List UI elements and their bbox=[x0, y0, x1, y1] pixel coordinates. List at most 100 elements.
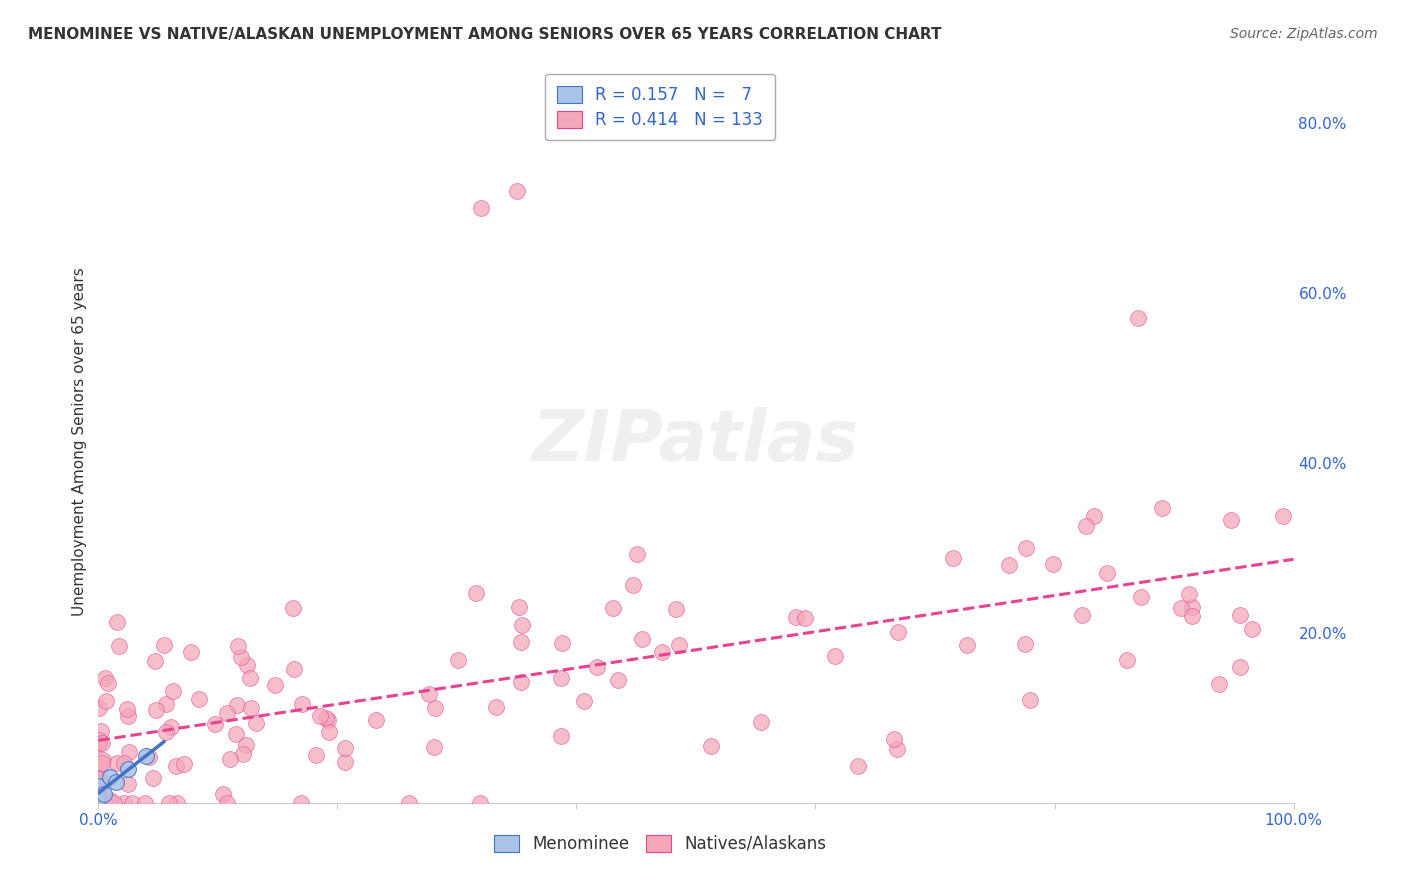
Point bbox=[93, 753, 115, 767]
Point bbox=[90, 736, 112, 750]
Point bbox=[121, 796, 143, 810]
Point bbox=[134, 796, 156, 810]
Point bbox=[1083, 508, 1105, 523]
Point bbox=[550, 671, 572, 685]
Point bbox=[89, 779, 111, 793]
Point bbox=[145, 703, 167, 717]
Point bbox=[93, 796, 115, 810]
Point bbox=[510, 618, 533, 632]
Point bbox=[886, 624, 908, 639]
Point bbox=[143, 654, 166, 668]
Point bbox=[281, 601, 304, 615]
Point bbox=[217, 706, 239, 720]
Point bbox=[1018, 693, 1040, 707]
Point bbox=[470, 201, 492, 215]
Point bbox=[316, 713, 339, 727]
Point bbox=[1074, 519, 1097, 533]
Point bbox=[305, 747, 328, 762]
Point bbox=[1229, 607, 1251, 622]
Y-axis label: Unemployment Among Seniors over 65 years: Unemployment Among Seniors over 65 years bbox=[72, 268, 87, 615]
Point bbox=[291, 698, 314, 712]
Point bbox=[117, 777, 139, 791]
Point bbox=[308, 708, 330, 723]
Point bbox=[621, 578, 644, 592]
Point bbox=[118, 745, 141, 759]
Point bbox=[96, 694, 118, 708]
Point bbox=[159, 721, 181, 735]
Point bbox=[263, 678, 285, 692]
Point bbox=[215, 796, 238, 810]
Point bbox=[173, 756, 195, 771]
Point bbox=[91, 796, 114, 810]
Point bbox=[607, 673, 630, 687]
Point bbox=[138, 749, 160, 764]
Point bbox=[87, 733, 110, 747]
Point bbox=[668, 639, 690, 653]
Point bbox=[155, 697, 177, 711]
Point bbox=[89, 780, 111, 794]
Point bbox=[226, 639, 249, 653]
Point bbox=[364, 713, 387, 727]
Point bbox=[700, 739, 723, 753]
Point bbox=[117, 762, 139, 776]
Point bbox=[664, 601, 686, 615]
Point bbox=[142, 771, 165, 785]
Point bbox=[631, 632, 654, 646]
Point bbox=[1150, 500, 1173, 515]
Text: ZIPatlas: ZIPatlas bbox=[533, 407, 859, 476]
Point bbox=[942, 551, 965, 566]
Point bbox=[793, 611, 815, 625]
Point bbox=[103, 796, 125, 810]
Point bbox=[1042, 557, 1064, 571]
Point bbox=[1177, 587, 1199, 601]
Point bbox=[112, 756, 135, 770]
Point bbox=[240, 701, 263, 715]
Point bbox=[115, 702, 138, 716]
Point bbox=[107, 640, 129, 654]
Point bbox=[98, 793, 121, 807]
Point bbox=[1115, 653, 1137, 667]
Text: MENOMINEE VS NATIVE/ALASKAN UNEMPLOYMENT AMONG SENIORS OVER 65 YEARS CORRELATION: MENOMINEE VS NATIVE/ALASKAN UNEMPLOYMENT… bbox=[28, 27, 942, 42]
Point bbox=[135, 749, 157, 764]
Point bbox=[105, 615, 128, 629]
Point bbox=[87, 772, 110, 786]
Point bbox=[290, 796, 312, 810]
Point bbox=[117, 709, 139, 723]
Point bbox=[188, 691, 211, 706]
Point bbox=[87, 760, 110, 774]
Point bbox=[651, 645, 673, 659]
Point bbox=[886, 742, 908, 756]
Point bbox=[1208, 677, 1230, 691]
Point bbox=[1071, 607, 1094, 622]
Point bbox=[165, 759, 187, 773]
Text: Source: ZipAtlas.com: Source: ZipAtlas.com bbox=[1230, 27, 1378, 41]
Point bbox=[87, 736, 110, 750]
Point bbox=[418, 687, 440, 701]
Point bbox=[422, 740, 444, 755]
Point bbox=[87, 737, 110, 751]
Point bbox=[89, 773, 111, 788]
Point bbox=[105, 756, 128, 770]
Point bbox=[235, 738, 257, 752]
Point bbox=[1014, 541, 1036, 556]
Point bbox=[551, 636, 574, 650]
Point bbox=[1170, 601, 1192, 615]
Point bbox=[824, 649, 846, 664]
Point bbox=[997, 558, 1019, 573]
Point bbox=[90, 723, 112, 738]
Point bbox=[180, 645, 202, 659]
Point bbox=[510, 635, 533, 649]
Point bbox=[1181, 608, 1204, 623]
Point bbox=[1181, 600, 1204, 615]
Point bbox=[398, 796, 420, 810]
Point bbox=[204, 716, 226, 731]
Point bbox=[883, 731, 905, 746]
Point bbox=[225, 726, 247, 740]
Point bbox=[1219, 513, 1241, 527]
Point bbox=[94, 672, 117, 686]
Point bbox=[155, 724, 177, 739]
Point bbox=[211, 788, 233, 802]
Point bbox=[239, 671, 262, 685]
Point bbox=[283, 661, 305, 675]
Point bbox=[1229, 660, 1251, 674]
